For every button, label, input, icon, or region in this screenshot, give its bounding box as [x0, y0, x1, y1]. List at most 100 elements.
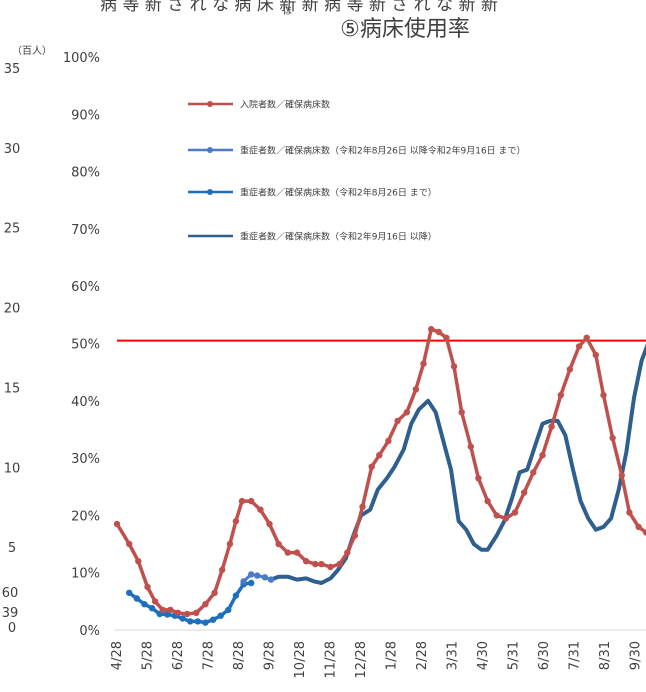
data-point	[351, 532, 359, 539]
left-axis-tick-label: 15	[4, 381, 21, 396]
x-tick-label: 11/28	[324, 641, 339, 678]
legend-label: 重症者数／確保病床数（令和2年9月16日 以降）	[240, 231, 437, 243]
data-point	[394, 417, 401, 425]
y-tick-label: 0%	[79, 624, 100, 639]
legend-marker	[207, 189, 213, 195]
x-tick-label: 9/30	[629, 641, 644, 670]
x-tick-label: 6/30	[537, 641, 552, 670]
x-tick-label: 5/28	[141, 641, 156, 670]
data-point	[248, 579, 255, 587]
data-point	[557, 391, 564, 399]
data-point	[539, 452, 546, 459]
series-4	[269, 343, 646, 585]
x-tick-label: 3/31	[446, 641, 461, 670]
data-point	[435, 328, 442, 336]
series-2	[240, 571, 275, 585]
data-point	[327, 563, 334, 571]
y-tick-label: 60%	[71, 280, 100, 295]
left-axis-stray-label: 60	[2, 586, 19, 601]
data-point	[133, 595, 140, 602]
data-point	[193, 609, 200, 616]
data-point	[344, 549, 351, 556]
chart-title-overlap-text: 病 等 新 さ れ な 病 床 新 新 病 等 新 さ れ な 新 新	[100, 0, 498, 15]
data-point	[194, 618, 201, 625]
data-point	[238, 497, 246, 505]
left-axis-tick-label: 5	[8, 541, 16, 556]
y-tick-label: 40%	[71, 395, 100, 410]
data-point	[530, 469, 537, 476]
data-point	[141, 601, 148, 608]
data-point	[359, 503, 366, 510]
data-point	[202, 601, 209, 608]
data-point	[126, 589, 133, 596]
x-axis: 4/28 5/28 6/28 7/28 8/28 9/28 10/28 11/28 12/28 1…	[110, 641, 644, 678]
data-point	[385, 437, 392, 445]
x-tick-label: 7/31	[568, 641, 583, 670]
data-point	[635, 523, 642, 531]
data-point	[443, 334, 450, 341]
x-tick-label: 5/31	[507, 641, 522, 670]
data-point	[183, 610, 191, 618]
data-point	[643, 529, 646, 536]
x-tick-label: 9/28	[263, 641, 278, 670]
data-point	[293, 549, 301, 556]
data-point	[467, 443, 474, 450]
data-point	[626, 509, 633, 516]
data-point	[475, 475, 482, 482]
data-point	[159, 606, 166, 614]
left-axis-tick-label: 35	[4, 62, 21, 77]
data-point	[267, 576, 275, 583]
data-point	[113, 520, 121, 528]
data-point	[336, 560, 343, 568]
data-point	[318, 560, 325, 568]
data-point	[592, 351, 599, 359]
y-axis: 100% 90% 80% 70% 60% 50% 40% 30% 20% 10% 0%	[63, 51, 100, 639]
data-point	[420, 360, 427, 367]
x-tick-label: 4/30	[476, 641, 491, 670]
data-point	[217, 612, 224, 619]
x-tick-label: 2/28	[415, 641, 430, 670]
data-point	[209, 616, 217, 623]
legend-label: 入院者数／確保病床数	[240, 99, 330, 111]
left-axis-tick-label: 25	[4, 222, 21, 237]
y-tick-label: 20%	[71, 509, 100, 524]
left-axis-unit: （百人）	[12, 45, 52, 57]
data-point	[254, 572, 261, 579]
data-point	[583, 334, 590, 341]
series-line	[269, 343, 646, 585]
x-tick-label: 7/28	[202, 641, 217, 670]
data-point	[248, 497, 255, 505]
data-point	[135, 558, 142, 565]
y-tick-label: 30%	[71, 452, 100, 467]
left-axis-tick-label: 10	[4, 461, 21, 476]
legend-marker	[207, 147, 213, 153]
data-point	[211, 589, 218, 596]
series-layer	[113, 326, 646, 626]
y-tick-label: 70%	[71, 223, 100, 238]
data-point	[521, 489, 528, 496]
data-point	[376, 452, 383, 459]
x-tick-label: 1/28	[385, 641, 400, 670]
data-point	[151, 598, 159, 605]
data-point	[226, 540, 234, 548]
x-tick-label: 8/31	[598, 641, 613, 670]
x-tick-label: 6/28	[171, 641, 186, 670]
data-point	[284, 549, 291, 556]
data-point	[232, 592, 240, 599]
data-point	[575, 343, 583, 350]
data-point	[219, 566, 226, 573]
y-tick-label: 10%	[71, 567, 100, 582]
data-point	[174, 609, 182, 616]
x-tick-label: 4/28	[110, 641, 125, 670]
y-tick-label: 50%	[71, 338, 100, 353]
data-point	[403, 409, 410, 416]
x-tick-label: 10/28	[293, 641, 308, 678]
left-axis: 35 30 25 20 15 10 5 0	[4, 62, 21, 636]
left-axis-tick-label: 20	[4, 302, 21, 317]
data-point	[266, 520, 273, 528]
data-point	[275, 540, 282, 548]
legend-label: 重症者数／確保病床数（令和2年8月26日 まで）	[240, 187, 437, 199]
